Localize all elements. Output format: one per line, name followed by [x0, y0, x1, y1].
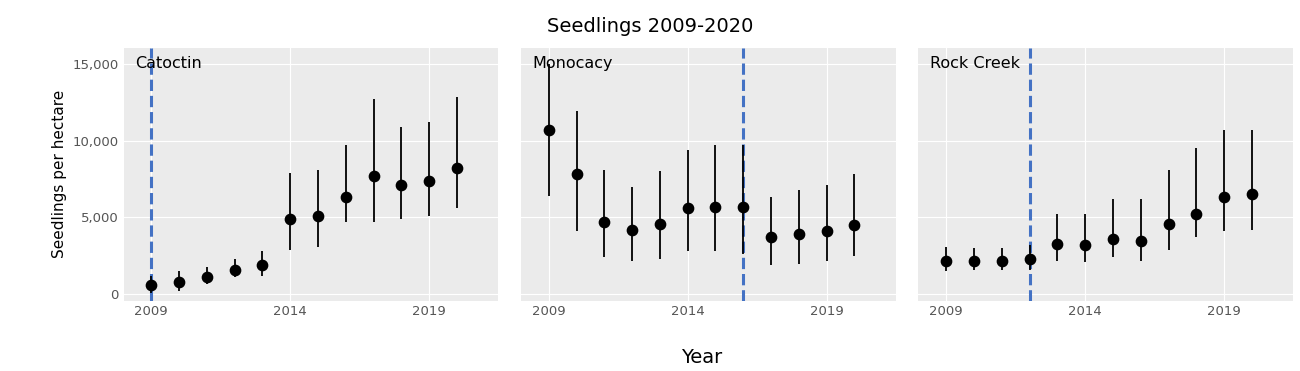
Text: Monocacy: Monocacy [532, 56, 612, 71]
Point [1158, 221, 1179, 227]
Point [280, 216, 300, 222]
Point [169, 279, 190, 285]
Point [1075, 242, 1096, 248]
Point [760, 234, 781, 240]
Point [335, 194, 356, 200]
Point [1046, 241, 1067, 247]
Point [1242, 191, 1262, 197]
Point [992, 257, 1013, 263]
Point [1102, 236, 1123, 242]
Text: Rock Creek: Rock Creek [930, 56, 1019, 71]
Point [567, 171, 588, 177]
Point [1019, 256, 1040, 262]
Point [733, 204, 754, 210]
Point [963, 257, 984, 263]
Point [677, 205, 698, 211]
Point [621, 227, 642, 233]
Point [788, 232, 809, 237]
Y-axis label: Seedlings per hectare: Seedlings per hectare [52, 90, 66, 259]
Text: Catoctin: Catoctin [135, 56, 202, 71]
Point [538, 127, 559, 133]
Point [446, 165, 467, 171]
Point [363, 173, 384, 179]
Point [224, 267, 244, 273]
Point [391, 182, 412, 188]
Point [1186, 211, 1206, 217]
Point [140, 282, 161, 288]
Point [419, 178, 439, 184]
Point [1214, 194, 1235, 200]
Point [844, 222, 865, 228]
Point [308, 213, 329, 219]
Point [816, 228, 837, 234]
Point [1130, 237, 1150, 243]
Point [650, 221, 671, 227]
Text: Seedlings 2009-2020: Seedlings 2009-2020 [547, 17, 753, 36]
Point [936, 257, 957, 263]
Text: Year: Year [681, 348, 723, 367]
Point [594, 219, 615, 225]
Point [196, 275, 217, 280]
Point [252, 262, 273, 268]
Point [705, 204, 725, 210]
